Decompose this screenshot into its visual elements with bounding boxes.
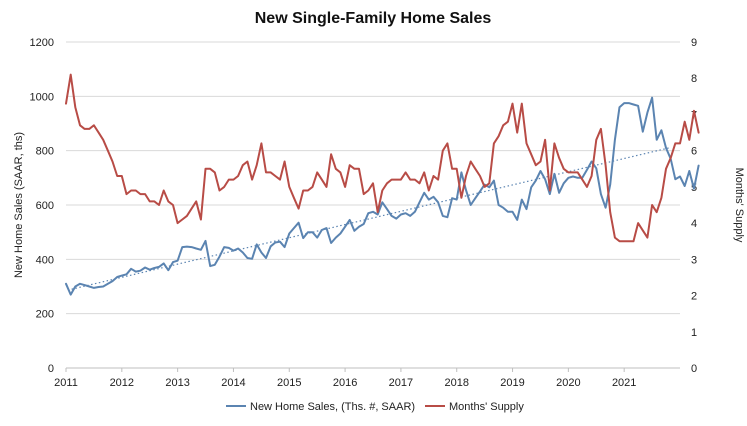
gridlines — [66, 41, 680, 315]
legend-label-months-supply: Months' Supply — [449, 401, 524, 413]
x-tick-label: 2017 — [389, 377, 413, 389]
y-axis-label-left: New Home Sales (SAAR, ths) — [13, 132, 25, 278]
x-tick-label: 2012 — [110, 377, 134, 389]
chart-title: New Single-Family Home Sales — [255, 10, 492, 27]
legend-label-new-home-sales: New Home Sales, (Ths. #, SAAR) — [250, 401, 415, 413]
x-tick-label: 2013 — [165, 377, 189, 389]
y-tick-label-left: 800 — [36, 146, 54, 158]
legend: New Home Sales, (Ths. #, SAAR) Months' Su… — [226, 401, 524, 413]
y-tick-label-right: 4 — [691, 218, 697, 230]
y-tick-label-right: 0 — [691, 363, 697, 375]
y-tick-label-left: 1000 — [30, 91, 54, 103]
trendline-layer — [71, 147, 669, 290]
x-tick-label: 2018 — [444, 377, 468, 389]
y-axis-label-right: Months' Supply — [733, 168, 745, 243]
x-tick-label: 2021 — [612, 377, 636, 389]
trendline-new-home-sales — [71, 147, 669, 290]
x-tick-label: 2015 — [277, 377, 301, 389]
series-line-months-supply — [65, 73, 700, 243]
y-tick-label-left: 600 — [36, 200, 54, 212]
y-tick-label-left: 400 — [36, 254, 54, 266]
x-tick-label: 2011 — [54, 377, 78, 389]
series-layer — [65, 73, 700, 296]
x-tick-label: 2020 — [556, 377, 580, 389]
x-tick-label: 2019 — [500, 377, 524, 389]
y-tick-label-right: 2 — [691, 291, 697, 303]
x-tick-label: 2014 — [221, 377, 245, 389]
y-tick-label-right: 8 — [691, 73, 697, 85]
y-tick-label-right: 6 — [691, 146, 697, 158]
y-tick-label-left: 200 — [36, 309, 54, 321]
x-tick-label: 2016 — [333, 377, 357, 389]
y-tick-label-left: 1200 — [30, 37, 54, 49]
y-tick-label-right: 9 — [691, 37, 697, 49]
y-tick-label-right: 1 — [691, 327, 697, 339]
y-tick-label-right: 3 — [691, 254, 697, 266]
y-tick-label-left: 0 — [48, 363, 54, 375]
